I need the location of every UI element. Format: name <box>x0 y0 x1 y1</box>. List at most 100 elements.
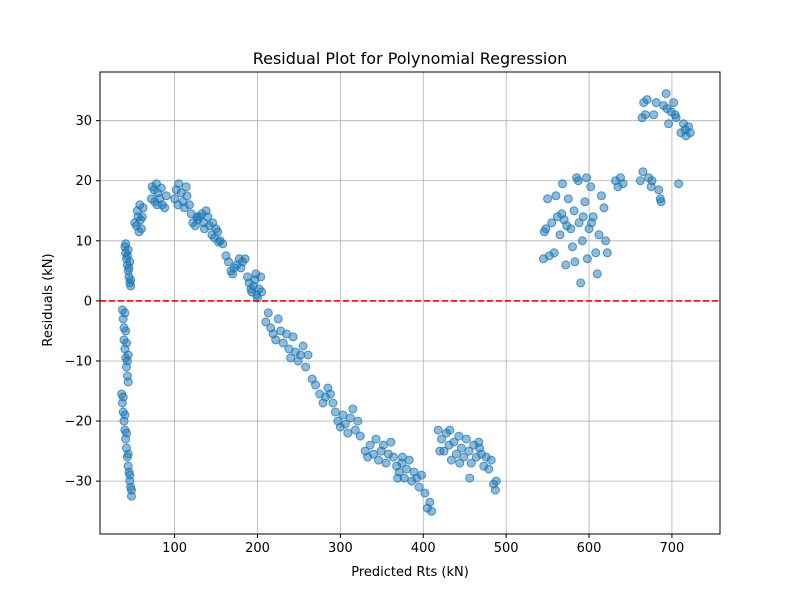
scatter-point <box>340 419 350 429</box>
scatter-point <box>240 254 250 264</box>
scatter-point <box>674 179 684 189</box>
scatter-point <box>555 230 565 240</box>
scatter-point <box>278 338 288 348</box>
scatter-point <box>123 350 133 360</box>
scatter-point <box>229 263 239 273</box>
scatter-point <box>251 269 261 279</box>
scatter-point <box>618 179 628 189</box>
scatter-point <box>296 350 306 360</box>
scatter-point <box>345 413 355 423</box>
x-axis-ticks: 100 200 300 400 500 600 700 <box>162 534 684 556</box>
scatter-point <box>654 185 664 195</box>
scatter-point <box>465 473 475 483</box>
scatter-point <box>427 506 437 516</box>
scatter-point <box>563 194 573 204</box>
scatter-point <box>303 350 313 360</box>
scatter-point <box>544 251 554 261</box>
scatter-point <box>435 446 445 456</box>
scatter-point <box>446 455 456 465</box>
x-tick-label: 200 <box>245 541 270 556</box>
scatter-point <box>127 485 136 495</box>
scatter-point <box>224 257 233 267</box>
scatter-point <box>338 410 348 420</box>
scatter-point <box>669 98 679 108</box>
scatter-point <box>582 254 592 264</box>
scatter-point <box>464 446 474 456</box>
scatter-point <box>263 308 273 318</box>
scatter-point <box>271 335 281 345</box>
scatter-point <box>570 257 580 267</box>
scatter-point <box>592 269 602 279</box>
scatter-point <box>486 455 496 465</box>
x-tick-label: 700 <box>660 541 685 556</box>
chart-title: Residual Plot for Polynomial Regression <box>253 49 568 68</box>
scatter-point <box>568 242 577 252</box>
scatter-point <box>192 212 202 222</box>
scatter-point <box>586 182 596 192</box>
scatter-point <box>123 449 133 459</box>
scatter-point <box>602 248 612 258</box>
scatter-point <box>414 482 424 492</box>
y-tick-label: 30 <box>75 114 92 129</box>
scatter-point <box>420 488 430 498</box>
x-tick-label: 600 <box>577 541 602 556</box>
scatter-point <box>475 443 485 453</box>
scatter-point <box>147 182 157 192</box>
scatter-point <box>558 179 567 189</box>
scatter-point <box>425 497 435 507</box>
scatter-point <box>388 452 398 462</box>
scatter-point <box>122 338 131 348</box>
y-tick-label: −10 <box>65 354 92 369</box>
scatter-point <box>578 212 588 222</box>
scatter-point <box>381 458 391 468</box>
scatter-point <box>203 212 213 222</box>
scatter-point <box>599 203 609 213</box>
scatter-point <box>574 218 584 228</box>
scatter-point <box>185 200 194 210</box>
x-axis-label: Predicted Rts (kN) <box>351 565 469 580</box>
scatter-point <box>680 125 690 135</box>
scatter-point <box>298 341 308 351</box>
scatter-point <box>662 104 672 114</box>
scatter-point <box>635 176 645 186</box>
scatter-point <box>182 191 192 201</box>
scatter-point <box>638 167 648 177</box>
scatter-point <box>402 464 412 474</box>
scatter-point <box>123 377 133 387</box>
scatter-point <box>484 464 494 474</box>
scatter-point <box>562 221 572 231</box>
scatter-point <box>577 236 587 246</box>
scatter-point <box>466 458 476 468</box>
scatter-point <box>353 416 363 426</box>
scatter-point <box>456 443 466 453</box>
scatter-point <box>637 113 647 123</box>
scatter-point <box>437 434 446 444</box>
scatter-point <box>288 332 298 342</box>
scatter-point <box>543 194 553 204</box>
scatter-point <box>573 176 583 186</box>
y-axis-ticks: −30 −20 −10 0 10 20 30 <box>65 114 100 490</box>
scatter-point <box>174 179 184 189</box>
scatter-point <box>138 203 148 213</box>
scatter-point <box>655 194 665 204</box>
scatter-point <box>647 176 657 186</box>
scatter-point <box>120 308 130 318</box>
scatter-point <box>539 227 549 237</box>
scatter-point <box>670 110 680 120</box>
scatter-point <box>651 98 661 108</box>
scatter-point <box>355 431 365 441</box>
scatter-point <box>594 230 604 240</box>
scatter-point <box>156 183 166 193</box>
scatter-points <box>117 89 695 516</box>
scatter-point <box>181 182 191 192</box>
scatter-point <box>459 452 469 462</box>
scatter-point <box>253 293 262 303</box>
scatter-point <box>597 191 606 201</box>
scatter-point <box>125 257 135 267</box>
scatter-point <box>547 218 557 228</box>
scatter-point <box>214 237 223 247</box>
scatter-point <box>132 221 141 231</box>
scatter-point <box>161 191 171 201</box>
x-tick-label: 100 <box>162 541 187 556</box>
